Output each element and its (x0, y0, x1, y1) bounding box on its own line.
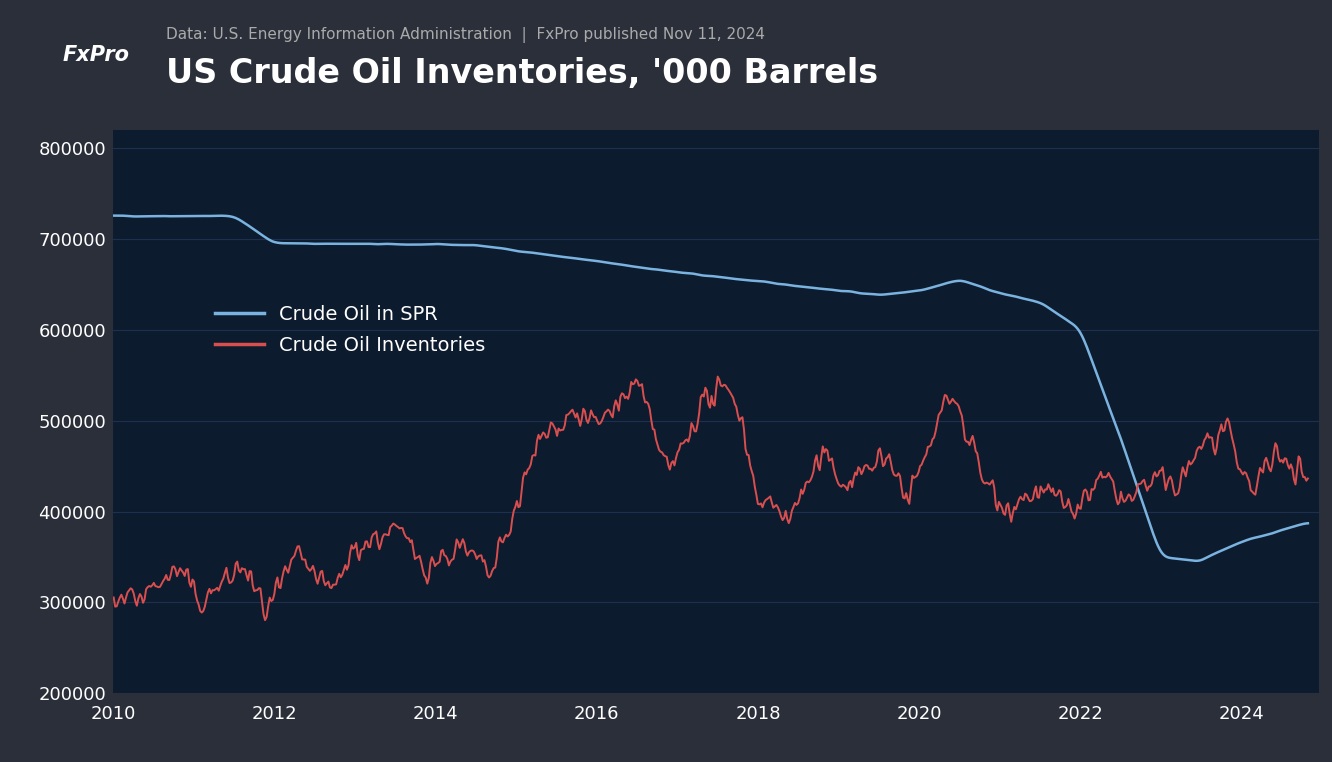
Text: US Crude Oil Inventories, '000 Barrels: US Crude Oil Inventories, '000 Barrels (166, 57, 879, 90)
Text: FxPro: FxPro (63, 45, 129, 66)
Legend: Crude Oil in SPR, Crude Oil Inventories: Crude Oil in SPR, Crude Oil Inventories (208, 297, 493, 363)
Text: Data: U.S. Energy Information Administration  |  FxPro published Nov 11, 2024: Data: U.S. Energy Information Administra… (166, 27, 766, 43)
